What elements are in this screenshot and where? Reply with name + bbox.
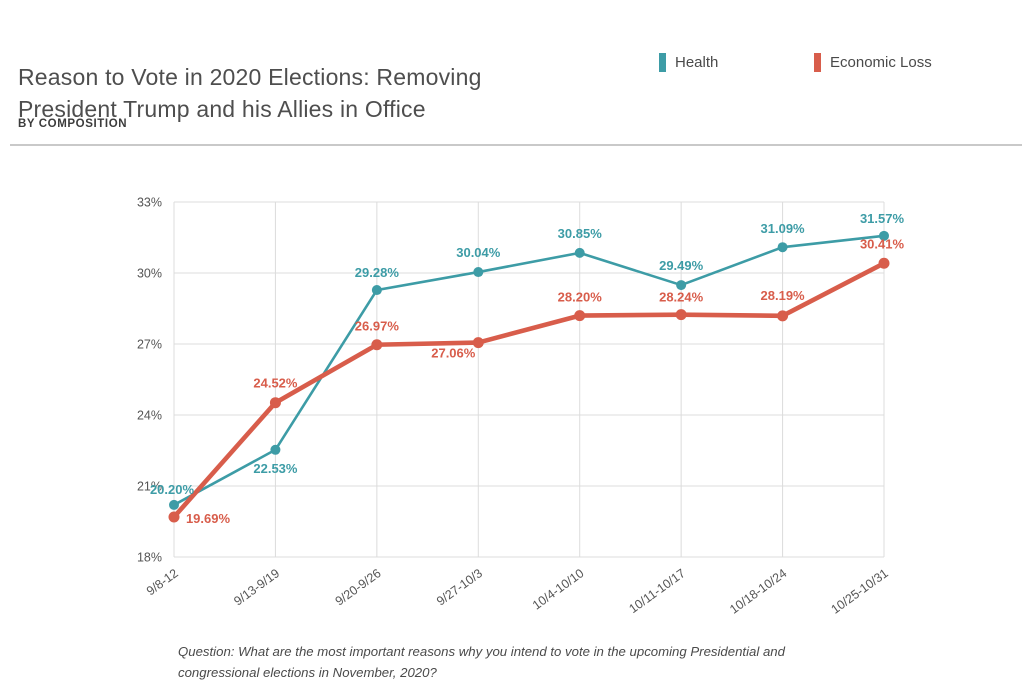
- economic-loss-value-label: 27.06%: [431, 346, 476, 361]
- health-value-label: 30.04%: [456, 245, 501, 260]
- economic-loss-point: [777, 310, 789, 322]
- economic-loss-value-label: 26.97%: [355, 319, 400, 334]
- health-point: [574, 247, 585, 258]
- health-line: [172, 234, 886, 507]
- header-divider: [10, 144, 1022, 146]
- health-value-label: 31.09%: [761, 221, 806, 236]
- health-point: [473, 267, 484, 278]
- economic-loss-point: [675, 309, 687, 321]
- line-chart-svg: 18% 21% 24% 27% 30% 33% 9/8-12 9/13-9/19 9/20-9/…: [137, 196, 905, 617]
- health-point: [169, 499, 179, 510]
- health-value-label: 29.49%: [659, 258, 704, 273]
- health-point: [879, 230, 889, 241]
- y-tick-label: 21%: [137, 480, 162, 494]
- x-tick-label-group: 10/4-10/10: [530, 566, 587, 612]
- economic-loss-point: [574, 310, 586, 322]
- page-subtitle: BY COMPOSITION: [18, 118, 128, 130]
- health-value-label: 29.28%: [355, 265, 400, 280]
- y-tick-label: 24%: [137, 409, 162, 423]
- health-point: [270, 444, 281, 455]
- x-tick-label: 10/25-10/31: [829, 566, 891, 617]
- x-tick-label-group: 9/13-9/19: [231, 566, 282, 608]
- health-series: [169, 230, 889, 510]
- page-title: Reason to Vote in 2020 Elections: Removi…: [18, 61, 482, 125]
- health-legend-label: Health: [675, 53, 719, 71]
- health-legend-swatch: [659, 52, 666, 72]
- health-value-label: 30.85%: [558, 226, 603, 241]
- economic-loss-point: [168, 511, 180, 523]
- x-tick-label-group: 10/18-10/24: [727, 566, 789, 617]
- economic-loss-point: [269, 397, 281, 409]
- x-tick-label: 10/18-10/24: [727, 566, 789, 617]
- legend-item-economic-loss: Economic Loss: [814, 51, 932, 73]
- x-tick-label: 9/13-9/19: [231, 566, 282, 608]
- health-point: [676, 280, 687, 291]
- line-chart: 18% 21% 24% 27% 30% 33% 9/8-12 9/13-9/19 9/20-9/…: [100, 185, 930, 640]
- x-tick-label: 9/8-12: [144, 566, 181, 598]
- legend-item-health: Health: [659, 51, 718, 73]
- x-tick-label-group: 10/25-10/31: [829, 566, 891, 617]
- economic-loss-line: [171, 260, 887, 520]
- y-tick-label: 18%: [137, 551, 162, 565]
- economic-loss-value-label: 19.69%: [186, 511, 231, 526]
- economic-loss-point: [878, 257, 890, 269]
- x-tick-label: 9/27-10/3: [434, 566, 485, 608]
- x-tick-label: 10/11-10/17: [626, 566, 687, 616]
- y-tick-label: 27%: [137, 338, 162, 352]
- y-tick-label: 33%: [137, 196, 162, 210]
- health-value-label: 22.53%: [253, 461, 298, 476]
- health-value-label: 20.20%: [150, 482, 195, 497]
- y-tick-label: 30%: [137, 267, 162, 281]
- economic-loss-value-label: 28.19%: [761, 288, 806, 303]
- economic-loss-point: [371, 339, 383, 351]
- economic-loss-legend-swatch: [814, 52, 821, 72]
- economic-loss-value-label: 28.20%: [558, 290, 603, 305]
- x-tick-label: 10/4-10/10: [530, 566, 587, 612]
- y-axis-labels: 18% 21% 24% 27% 30% 33%: [137, 196, 162, 565]
- page-title-line2: President Trump and his Allies in Office: [18, 96, 426, 123]
- x-tick-label-group: 9/20-9/26: [333, 566, 384, 608]
- economic-loss-series: [168, 257, 890, 523]
- economic-loss-value-labels: 19.69% 24.52% 26.97% 27.06% 28.20% 28.24% 28.1…: [186, 236, 905, 526]
- health-value-label: 31.57%: [860, 211, 905, 226]
- x-tick-label-group: 10/11-10/17: [626, 566, 687, 616]
- x-tick-label: 9/20-9/26: [333, 566, 384, 608]
- health-point: [371, 285, 382, 296]
- x-tick-label-group: 9/8-12: [144, 566, 181, 598]
- economic-loss-value-label: 30.41%: [860, 236, 905, 251]
- economic-loss-point: [472, 337, 484, 349]
- page-title-line1: Reason to Vote in 2020 Elections: Removi…: [18, 64, 482, 91]
- health-point: [777, 242, 788, 253]
- x-tick-label-group: 9/27-10/3: [434, 566, 485, 608]
- economic-loss-value-label: 24.52%: [253, 376, 298, 391]
- footnote-question: Question: What are the most important re…: [178, 644, 785, 681]
- economic-loss-legend-label: Economic Loss: [830, 53, 932, 71]
- x-axis-labels: 9/8-12 9/13-9/19 9/20-9/26 9/27-10/3 10/4-10…: [144, 566, 891, 617]
- health-value-labels: 20.20% 22.53% 29.28% 30.04% 30.85% 29.49% 31.0…: [150, 211, 905, 497]
- economic-loss-value-label: 28.24%: [659, 290, 704, 305]
